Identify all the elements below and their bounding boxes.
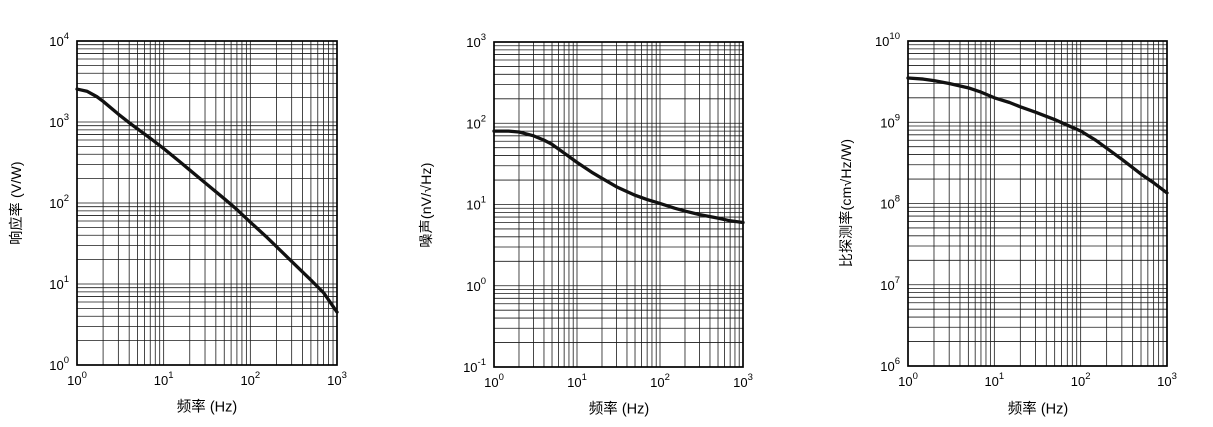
tick-label: 1010 bbox=[875, 31, 900, 49]
chart-detectivity: 106 107 108 109 1010 100 101 102 103 比探测率(cm√Hz/… bbox=[810, 0, 1213, 427]
tick-label: 10-1 bbox=[463, 357, 486, 375]
tick-label: 103 bbox=[733, 372, 753, 390]
responsivity-plot: 100 101 102 103 104 100 101 102 103 bbox=[49, 31, 347, 388]
plot-frame bbox=[907, 40, 1168, 367]
detectivity-x-axis-label: 频率 (Hz) bbox=[1007, 401, 1069, 418]
tick-label: 102 bbox=[466, 113, 486, 131]
plot-frame bbox=[493, 41, 744, 368]
noise-curve bbox=[492, 129, 745, 225]
tick-label: 107 bbox=[880, 275, 900, 293]
tick-label: 101 bbox=[466, 195, 486, 213]
tick-label: 102 bbox=[650, 372, 670, 390]
grid bbox=[493, 42, 743, 368]
grid bbox=[907, 41, 1167, 367]
tick-label: 101 bbox=[154, 370, 174, 388]
tick-label: 100 bbox=[67, 370, 87, 388]
grid bbox=[76, 41, 337, 366]
tick-label: 100 bbox=[466, 276, 486, 294]
noise-x-axis-label: 频率 (Hz) bbox=[588, 401, 650, 418]
responsivity-y-axis-label: 响应率 (V/W) bbox=[8, 161, 24, 245]
tick-label: 106 bbox=[880, 356, 900, 374]
tick-label: 103 bbox=[49, 112, 69, 130]
responsivity-x-axis-label: 频率 (Hz) bbox=[176, 399, 238, 416]
plot-frame bbox=[76, 40, 338, 366]
tick-label: 101 bbox=[984, 371, 1004, 389]
tick-label: 109 bbox=[880, 112, 900, 130]
tick-label: 102 bbox=[1071, 371, 1091, 389]
tick-label: 103 bbox=[1157, 371, 1177, 389]
tick-label: 102 bbox=[49, 193, 69, 211]
chart-responsivity: 100 101 102 103 104 100 101 102 103 响应率 (V/W) 频率… bbox=[0, 0, 405, 427]
tick-label: 103 bbox=[466, 32, 486, 50]
tick-label: 102 bbox=[240, 370, 260, 388]
responsivity-curve bbox=[75, 87, 339, 314]
detectivity-curve bbox=[906, 76, 1169, 195]
tick-label: 101 bbox=[567, 372, 587, 390]
tick-label: 104 bbox=[49, 31, 69, 49]
noise-y-axis-label: 噪声(nV/√Hz) bbox=[418, 162, 434, 248]
tick-label: 101 bbox=[49, 274, 69, 292]
detectivity-plot: 106 107 108 109 1010 100 101 102 103 bbox=[875, 31, 1177, 389]
tick-label: 103 bbox=[327, 370, 347, 388]
tick-label: 108 bbox=[880, 194, 900, 212]
tick-label: 100 bbox=[484, 372, 504, 390]
tick-label: 100 bbox=[49, 355, 69, 373]
detectivity-y-axis-label: 比探测率(cm√Hz/W) bbox=[838, 138, 854, 268]
tick-label: 100 bbox=[898, 371, 918, 389]
chart-noise: 10-1 100 101 102 103 100 101 102 103 噪声(nV/√Hz) … bbox=[405, 0, 810, 427]
